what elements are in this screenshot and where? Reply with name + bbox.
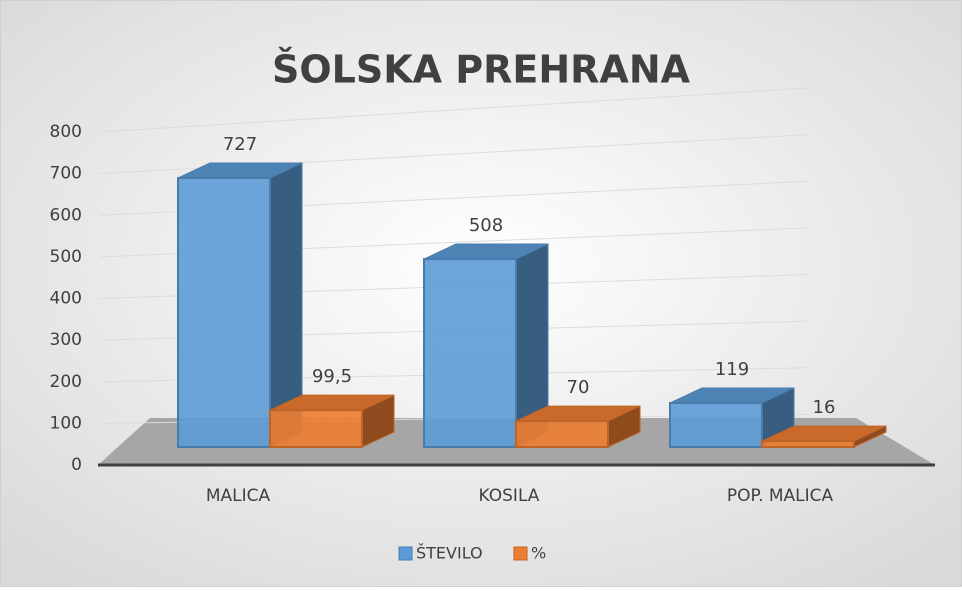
data-label: 16	[813, 397, 836, 418]
bar-front	[669, 401, 763, 448]
y-tick-label: 600	[50, 205, 82, 225]
legend-label: ŠTEVILO	[416, 544, 483, 563]
bar-front	[515, 420, 609, 449]
x-tick-label: MALICA	[206, 486, 271, 506]
grid-line	[99, 87, 809, 133]
y-tick-label: 800	[50, 122, 82, 142]
bar-front	[177, 177, 271, 448]
legend-swatch	[513, 546, 528, 561]
y-tick-label: 700	[50, 164, 82, 184]
bar	[515, 405, 641, 449]
chart-title: ŠOLSKA PREHRANA	[272, 48, 691, 92]
bar-front	[423, 258, 517, 449]
data-label: 727	[223, 134, 257, 155]
bar	[269, 394, 395, 448]
bar-front	[761, 440, 855, 448]
data-label: 99,5	[312, 366, 352, 387]
x-tick-label: POP. MALICA	[727, 486, 834, 506]
bar-front	[269, 409, 363, 448]
legend-label: %	[531, 544, 546, 563]
data-label: 119	[715, 359, 749, 380]
y-tick-label: 100	[50, 413, 82, 433]
y-tick-label: 500	[50, 247, 82, 267]
y-tick-label: 400	[50, 289, 82, 309]
bar	[761, 425, 887, 448]
bar	[177, 162, 303, 448]
x-tick-label: KOSILA	[479, 486, 540, 506]
bar	[423, 243, 549, 449]
data-label: 508	[469, 215, 503, 236]
y-tick-label: 200	[50, 372, 82, 392]
y-tick-label: 300	[50, 330, 82, 350]
y-tick-label: 0	[71, 455, 82, 475]
data-label: 70	[567, 377, 590, 398]
legend-swatch	[398, 546, 413, 561]
